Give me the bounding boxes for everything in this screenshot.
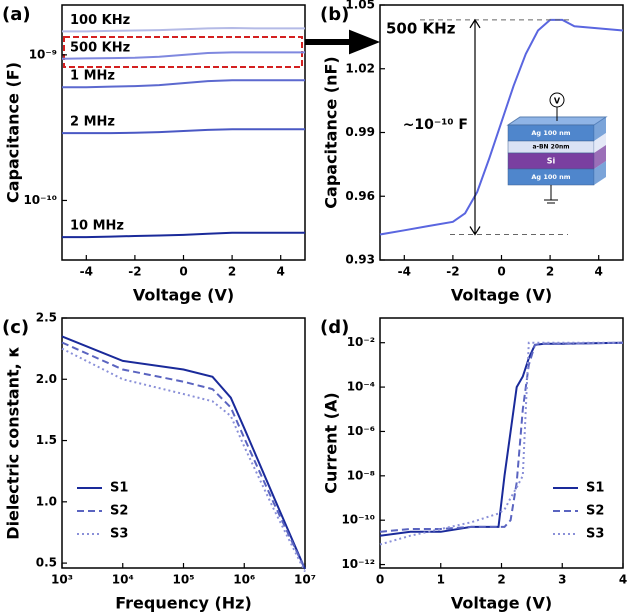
series-line [61, 341, 306, 570]
x-tick-label: 4 [595, 265, 603, 279]
y-tick-label: 1.05 [345, 0, 375, 12]
series-line [379, 341, 624, 537]
panel-label: (c) [2, 317, 29, 338]
x-tick-label: -2 [446, 265, 459, 279]
x-axis-title: Voltage (V) [451, 286, 552, 305]
series-line [379, 341, 623, 546]
y-tick-label: 1.5 [36, 433, 57, 447]
inset-side [594, 161, 606, 185]
x-tick-label: 2 [497, 573, 505, 587]
legend-label: S2 [110, 504, 128, 519]
series-label: 100 KHz [70, 13, 130, 28]
y-tick-label: 1.0 [36, 494, 57, 508]
series-label: 500 KHz [70, 40, 130, 55]
y-tick-label: 10⁻² [347, 335, 375, 349]
y-tick-label: 10⁻¹⁰ [23, 193, 57, 207]
y-tick-label: 10⁻⁴ [347, 380, 375, 394]
x-axis-title: Voltage (V) [451, 594, 552, 613]
series-line [62, 26, 305, 33]
y-tick-label: 10⁻¹² [341, 557, 375, 571]
y-tick-label: 0.99 [345, 125, 375, 139]
x-tick-label: -4 [80, 265, 93, 279]
pointer-arrow [305, 29, 381, 55]
y-tick-label: 10⁻⁶ [347, 424, 375, 438]
x-tick-label: 4 [277, 265, 285, 279]
panel-label: (d) [320, 317, 349, 338]
y-tick-label: 0.96 [345, 189, 375, 203]
series-line [62, 79, 305, 89]
range-arrow [469, 18, 481, 236]
x-tick-label: 0 [376, 573, 384, 587]
x-tick-label: 2 [546, 265, 554, 279]
y-tick-label: 10⁻⁹ [29, 47, 57, 61]
x-tick-label: 10⁶ [233, 573, 255, 587]
x-tick-label: 4 [619, 573, 627, 587]
y-tick-label: 2.0 [36, 372, 57, 386]
y-axis-title: Dielectric constant, κ [4, 346, 23, 539]
x-axis-title: Frequency (Hz) [115, 594, 252, 613]
legend-label: S1 [586, 481, 604, 496]
y-tick-label: 0.93 [345, 253, 375, 267]
legend-label: S2 [586, 504, 604, 519]
y-axis-title: Capacitance (nF) [322, 56, 341, 208]
x-tick-label: 10³ [51, 573, 73, 587]
inset-source-label: V [554, 97, 561, 106]
y-tick-label: 10⁻¹⁰ [341, 513, 375, 527]
legend-label: S1 [110, 481, 128, 496]
x-tick-label: 10⁷ [294, 573, 316, 587]
x-tick-label: 3 [558, 573, 566, 587]
inset-side [594, 133, 606, 153]
inset-layer-label: Ag 100 nm [531, 129, 570, 137]
y-axis-title: Current (A) [322, 392, 341, 493]
inset-layer-label: a-BN 20nm [532, 144, 569, 151]
x-tick-label: -4 [398, 265, 411, 279]
series-line [62, 231, 305, 239]
annotation: 500 KHz [386, 20, 456, 38]
y-axis-title: Capacitance (F) [4, 62, 23, 203]
x-tick-label: 0 [497, 265, 505, 279]
y-tick-label: 2.5 [36, 311, 57, 325]
y-tick-label: 1.02 [345, 61, 375, 75]
inset-device: Ag 100 nm a-BN 20nm Si Ag 100 nm V [506, 92, 608, 204]
x-tick-label: 0 [179, 265, 187, 279]
inset-source [549, 92, 565, 108]
series-label: 10 MHz [70, 219, 124, 234]
panel-label: (b) [320, 4, 349, 25]
legend-label: S3 [586, 527, 604, 542]
x-tick-label: 2 [228, 265, 236, 279]
series-line [61, 347, 306, 573]
x-tick-label: -2 [128, 265, 141, 279]
series-line [379, 18, 624, 236]
legend-label: S3 [110, 527, 128, 542]
panel-label: (a) [2, 4, 31, 25]
series-label: 2 MHz [70, 115, 115, 130]
y-tick-label: 0.5 [36, 556, 57, 570]
inset-layer-label: Ag 100 nm [531, 173, 570, 181]
inset-ground [544, 185, 558, 204]
series-line [62, 128, 305, 135]
plot-frame [61, 317, 306, 569]
x-tick-label: 10⁵ [173, 573, 195, 587]
y-tick-label: 10⁻⁸ [347, 468, 375, 482]
series-line [61, 335, 306, 570]
x-tick-label: 1 [437, 573, 445, 587]
x-tick-label: 10⁴ [112, 573, 134, 587]
annotation: ~10⁻¹⁰ F [403, 117, 468, 133]
series-label: 1 MHz [70, 69, 115, 84]
series-line [61, 51, 305, 60]
x-axis-title: Voltage (V) [133, 286, 234, 305]
inset-layer-label: Si [547, 157, 556, 166]
